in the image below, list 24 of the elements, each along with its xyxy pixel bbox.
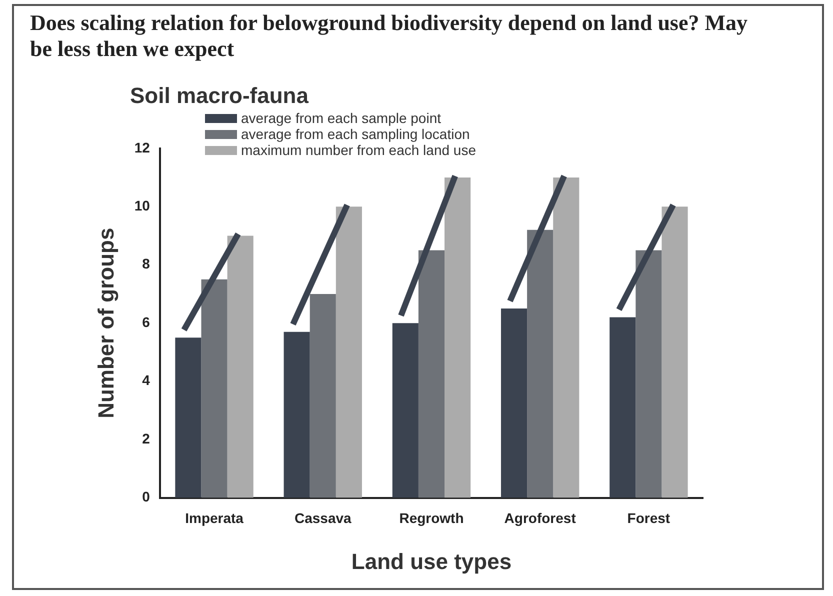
legend-label: maximum number from each land use [241,142,476,158]
y-tick-label: 2 [142,430,150,446]
x-tick-label: Forest [627,510,670,526]
bar [392,323,418,498]
y-axis-title: Number of groups [93,228,118,418]
chart-title: Does scaling relation for belowground biodiversity depend on land use? May be less then we expect [30,10,749,62]
legend-label: average from each sample point [241,110,441,126]
bar [500,308,528,498]
x-axis-title: Land use types [351,548,512,574]
x-tick-label: Regrowth [399,510,464,526]
y-tick-label: 4 [142,372,150,388]
legend-label: average from each sampling location [241,126,470,142]
x-tick-label: Imperata [185,510,244,526]
x-tick-label: Cassava [294,510,352,526]
x-tick-label: Agroforest [504,510,576,526]
y-tick-label: 12 [134,139,150,156]
y-tick-label: 8 [142,256,150,272]
y-tick-label: 10 [134,197,150,214]
y-tick-label: 0 [142,488,150,505]
y-tick-label: 6 [142,314,150,330]
chart-subtitle: Soil macro-fauna [130,83,308,109]
bar [175,338,202,498]
bar [284,332,310,498]
bar [610,317,636,498]
